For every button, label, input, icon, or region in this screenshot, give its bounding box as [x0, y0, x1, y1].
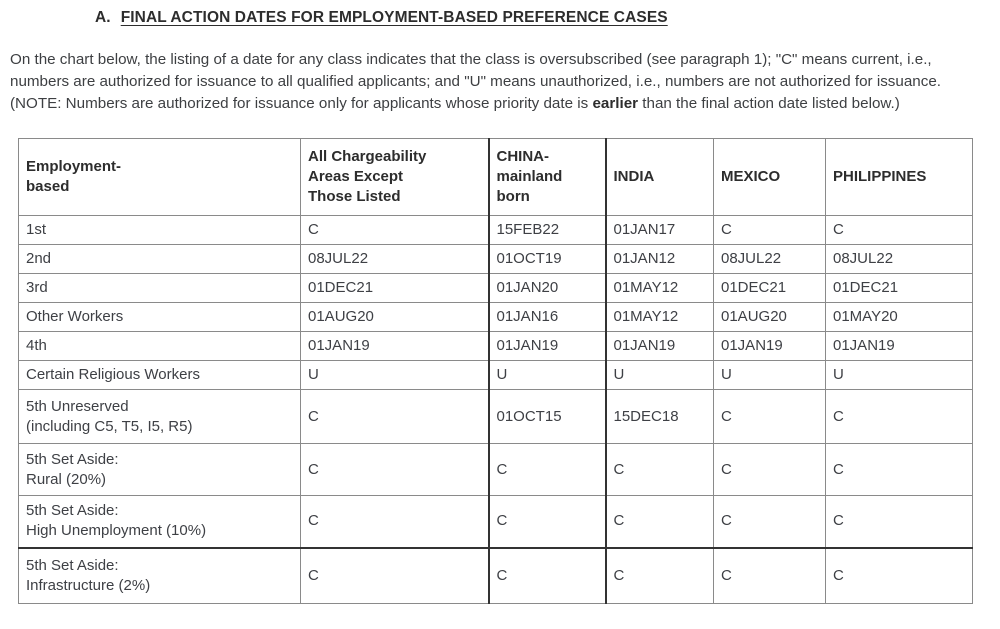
table-row-5th-set-aside-high-unemployment: 5th Set Aside: High Unemployment (10%) C…	[18, 495, 973, 548]
cell-value: 01JAN19	[713, 331, 826, 361]
earlier-emphasis: earlier	[592, 95, 639, 112]
cell-value: C	[825, 546, 973, 604]
intro-line-1: On the chart below, the listing of a dat…	[10, 51, 932, 68]
cell-value: 01MAY12	[604, 273, 714, 303]
cell-value: C	[825, 389, 973, 444]
cell-value: 01JAN19	[825, 331, 973, 361]
cell-value: 01AUG20	[713, 302, 826, 332]
header-india: INDIA	[604, 138, 714, 216]
cell-value: C	[713, 443, 826, 496]
cell-value: C	[825, 495, 973, 548]
table-header-row: Employment- based All Chargeability Area…	[18, 138, 973, 216]
cell-value: C	[713, 495, 826, 548]
cell-value: C	[825, 443, 973, 496]
cell-value: C	[604, 443, 714, 496]
cell-value: 15FEB22	[487, 215, 606, 245]
cell-value: 01JAN19	[300, 331, 489, 361]
cell-value: C	[300, 546, 489, 604]
row-label: 2nd	[18, 244, 301, 274]
cell-value: C	[487, 495, 606, 548]
final-action-dates-table: Employment- based All Chargeability Area…	[18, 138, 973, 604]
section-letter: A.	[95, 9, 111, 26]
cell-value: C	[604, 546, 714, 604]
intro-paragraph: On the chart below, the listing of a dat…	[10, 49, 998, 115]
cell-value: C	[487, 546, 606, 604]
header-mexico: MEXICO	[713, 138, 826, 216]
header-all-chargeability: All Chargeability Areas Except Those Lis…	[300, 138, 489, 216]
row-label: 3rd	[18, 273, 301, 303]
cell-value: 01JAN17	[604, 215, 714, 245]
cell-value: 01AUG20	[300, 302, 489, 332]
table-row-certain-religious-workers: Certain Religious Workers U U U U U	[18, 360, 973, 390]
row-label: 5th Set Aside: High Unemployment (10%)	[18, 495, 301, 548]
cell-value: 01MAY12	[604, 302, 714, 332]
cell-value: C	[604, 495, 714, 548]
cell-value: 01JAN19	[604, 331, 714, 361]
cell-value: 01OCT19	[487, 244, 606, 274]
cell-value: 01JAN12	[604, 244, 714, 274]
intro-line-3: (NOTE: Numbers are authorized for issuan…	[10, 95, 900, 112]
row-label: Other Workers	[18, 302, 301, 332]
cell-value: C	[713, 389, 826, 444]
row-label: 4th	[18, 331, 301, 361]
row-label: 1st	[18, 215, 301, 245]
row-label: 5th Set Aside: Rural (20%)	[18, 443, 301, 496]
row-label: 5th Unreserved (including C5, T5, I5, R5…	[18, 389, 301, 444]
cell-value: 08JUL22	[713, 244, 826, 274]
table-row-5th-set-aside-infrastructure: 5th Set Aside: Infrastructure (2%) C C C…	[18, 546, 973, 604]
cell-value: 01DEC21	[713, 273, 826, 303]
cell-value: 15DEC18	[604, 389, 714, 444]
table-row-2nd: 2nd 08JUL22 01OCT19 01JAN12 08JUL22 08JU…	[18, 244, 973, 274]
cell-value: 01JAN16	[487, 302, 606, 332]
cell-value: 01OCT15	[487, 389, 606, 444]
header-philippines: PHILIPPINES	[825, 138, 973, 216]
cell-value: U	[713, 360, 826, 390]
cell-value: U	[825, 360, 973, 390]
table-row-5th-unreserved: 5th Unreserved (including C5, T5, I5, R5…	[18, 389, 973, 444]
cell-value: C	[825, 215, 973, 245]
header-china-mainland: CHINA- mainland born	[487, 138, 606, 216]
section-title: A. FINAL ACTION DATES FOR EMPLOYMENT-BASE…	[95, 9, 668, 27]
cell-value: 08JUL22	[300, 244, 489, 274]
table-row-3rd: 3rd 01DEC21 01JAN20 01MAY12 01DEC21 01DE…	[18, 273, 973, 303]
cell-value: U	[487, 360, 606, 390]
section-title-text: FINAL ACTION DATES FOR EMPLOYMENT-BASED …	[120, 9, 668, 26]
table-row-5th-set-aside-rural: 5th Set Aside: Rural (20%) C C C C C	[18, 443, 973, 496]
cell-value: U	[300, 360, 489, 390]
cell-value: C	[300, 215, 489, 245]
cell-value: C	[300, 443, 489, 496]
cell-value: 01MAY20	[825, 302, 973, 332]
cell-value: 01DEC21	[300, 273, 489, 303]
cell-value: 01DEC21	[825, 273, 973, 303]
cell-value: 01JAN19	[487, 331, 606, 361]
table-row-4th: 4th 01JAN19 01JAN19 01JAN19 01JAN19 01JA…	[18, 331, 973, 361]
cell-value: C	[487, 443, 606, 496]
intro-line-3-post: than the final action date listed below.…	[638, 95, 900, 112]
cell-value: 08JUL22	[825, 244, 973, 274]
cell-value: C	[713, 215, 826, 245]
header-employment-based: Employment- based	[18, 138, 301, 216]
cell-value: C	[300, 389, 489, 444]
intro-line-2: numbers are authorized for issuance to a…	[10, 73, 941, 90]
table-row-other-workers: Other Workers 01AUG20 01JAN16 01MAY12 01…	[18, 302, 973, 332]
cell-value: U	[604, 360, 714, 390]
cell-value: 01JAN20	[487, 273, 606, 303]
cell-value: C	[300, 495, 489, 548]
intro-line-3-pre: (NOTE: Numbers are authorized for issuan…	[10, 95, 593, 112]
cell-value: C	[713, 546, 826, 604]
row-label: 5th Set Aside: Infrastructure (2%)	[18, 546, 301, 604]
row-label: Certain Religious Workers	[18, 360, 301, 390]
table-row-1st: 1st C 15FEB22 01JAN17 C C	[18, 215, 973, 245]
